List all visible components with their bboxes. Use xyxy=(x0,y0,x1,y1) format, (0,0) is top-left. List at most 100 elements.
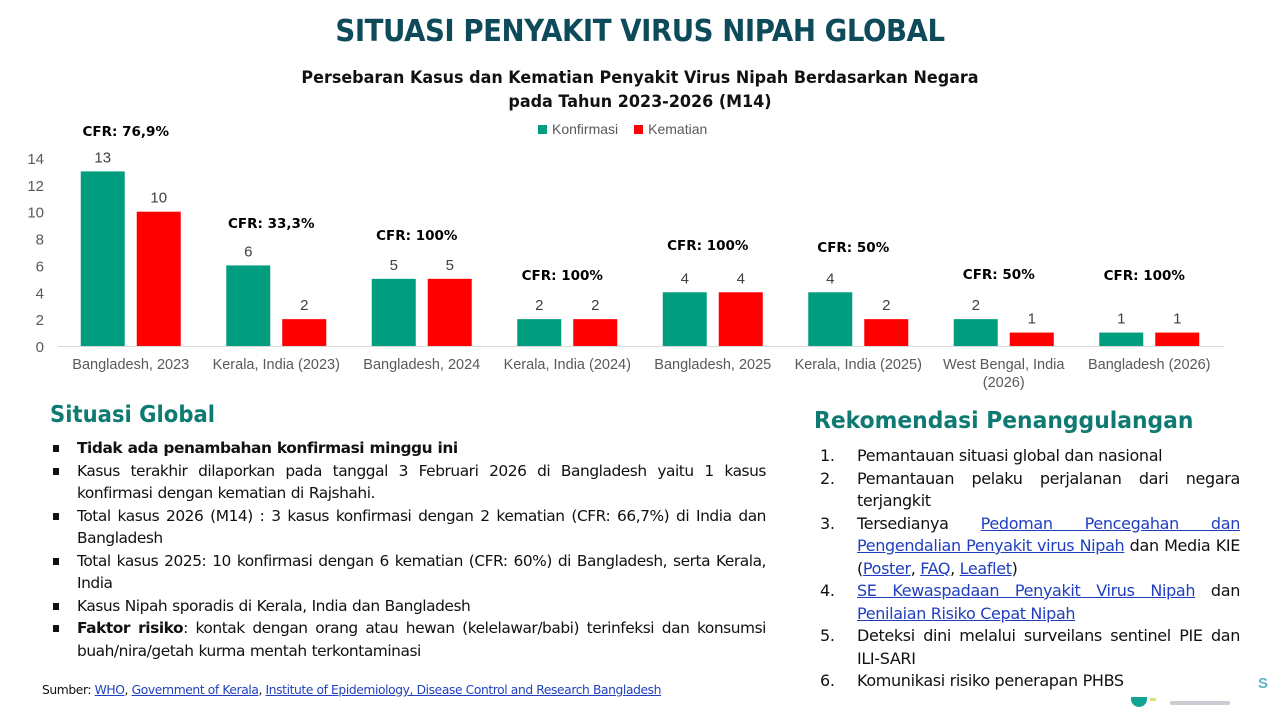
source-link-who[interactable]: WHO xyxy=(94,683,125,697)
cfr-annotation: CFR: 76,9% xyxy=(83,124,170,140)
data-label-kematian: 4 xyxy=(737,270,745,287)
y-tick-label: 4 xyxy=(36,285,44,302)
cfr-annotation: CFR: 100% xyxy=(667,238,749,254)
bar-kematian xyxy=(573,319,618,346)
logo-icon xyxy=(1131,697,1147,707)
source-label: Sumber: xyxy=(42,683,95,697)
poster-link[interactable]: Poster xyxy=(862,558,911,578)
item-number: 1. xyxy=(820,446,835,465)
bullet-item: Total kasus 2025: 10 konfirmasi dengan 6… xyxy=(50,550,766,595)
bullet-bold-text: Tidak ada penambahan konfirmasi minggu i… xyxy=(77,439,458,457)
x-tick-label: (2026) xyxy=(983,375,1025,390)
x-tick-label: Bangladesh (2026) xyxy=(1088,357,1211,373)
source-link-iedcr[interactable]: Institute of Epidemiology, Disease Contr… xyxy=(265,683,662,697)
x-tick-label: West Bengal, India xyxy=(943,357,1065,373)
pedoman-link[interactable]: Pedoman Pencegahan dan Pengendalian Peny… xyxy=(857,513,1240,556)
data-label-kematian: 1 xyxy=(1028,311,1036,328)
bar-kematian xyxy=(136,211,181,346)
rekomendasi-item: 1. Pemantauan situasi global dan nasional xyxy=(820,445,1240,468)
bar-konfirmasi xyxy=(953,319,998,346)
bar-kematian xyxy=(427,278,472,346)
penilaian-risiko-link[interactable]: Penilaian Risiko Cepat Nipah xyxy=(857,603,1076,623)
data-label-kematian: 2 xyxy=(300,297,308,314)
bullet-text: Kasus Nipah sporadis di Kerala, India da… xyxy=(77,596,471,615)
data-label-konfirmasi: 2 xyxy=(535,297,543,314)
y-tick-label: 2 xyxy=(36,312,44,329)
data-label-kematian: 2 xyxy=(591,297,599,314)
cfr-annotation: CFR: 50% xyxy=(817,240,889,256)
bar-konfirmasi xyxy=(808,292,853,346)
item-text: dan xyxy=(1195,581,1240,600)
item-text: dan Media KIE ( xyxy=(857,536,1240,578)
bar-konfirmasi xyxy=(1099,332,1144,346)
legend-swatch-konfirmasi xyxy=(538,124,547,134)
source-line: Sumber: WHO, Government of Kerala, Insti… xyxy=(42,683,661,697)
bar-kematian xyxy=(1155,332,1200,346)
leaflet-link[interactable]: Leaflet xyxy=(959,558,1012,578)
cfr-annotation: CFR: 100% xyxy=(522,268,604,284)
y-tick-label: 0 xyxy=(36,339,44,356)
bar-konfirmasi xyxy=(371,278,416,346)
y-tick-label: 8 xyxy=(36,232,44,249)
x-tick-label: Kerala, India (2025) xyxy=(795,357,922,373)
y-tick-label: 14 xyxy=(27,151,44,168)
y-tick-label: 12 xyxy=(27,178,44,195)
item-text: Tersedianya xyxy=(857,513,981,533)
se-kewaspadaan-link[interactable]: SE Kewaspadaan Penyakit Virus Nipah xyxy=(857,581,1196,600)
x-tick-label: Bangladesh, 2023 xyxy=(72,357,189,373)
item-number: 4. xyxy=(820,581,835,600)
bar-konfirmasi xyxy=(226,265,271,346)
data-label-kematian: 1 xyxy=(1173,311,1181,328)
item-number: 3. xyxy=(820,513,835,533)
rekomendasi-item: 5. Deteksi dini melalui surveilans sentin… xyxy=(820,625,1240,670)
data-label-kematian: 5 xyxy=(446,257,454,274)
bar-kematian xyxy=(864,319,909,346)
faq-link[interactable]: FAQ xyxy=(920,558,951,578)
bar-kematian xyxy=(718,292,763,346)
bullet-text: : kontak dengan orang atau hewan (kelela… xyxy=(77,619,766,660)
bar-konfirmasi xyxy=(80,171,125,346)
source-link-kerala[interactable]: Government of Kerala xyxy=(131,683,259,697)
bullet-item: Tidak ada penambahan konfirmasi minggu i… xyxy=(50,437,766,460)
cfr-annotation: CFR: 50% xyxy=(963,267,1035,283)
bullet-item: Faktor risiko: kontak dengan orang atau … xyxy=(50,617,766,662)
rekomendasi-list: 1. Pemantauan situasi global dan nasional… xyxy=(820,445,1240,693)
data-label-konfirmasi: 6 xyxy=(244,243,252,260)
legend-swatch-kematian xyxy=(634,124,644,134)
chart-title-line1: Persebaran Kasus dan Kematian Penyakit V… xyxy=(301,68,979,88)
x-tick-label: Kerala, India (2024) xyxy=(504,357,631,373)
chart-legend: Konfirmasi Kematian xyxy=(538,121,717,137)
bullet-text: Kasus terakhir dilaporkan pada tanggal 3… xyxy=(77,461,766,503)
legend-item-konfirmasi: Konfirmasi xyxy=(538,121,618,137)
item-text: Deteksi dini melalui surveilans sentinel… xyxy=(857,626,1240,668)
x-tick-label: Bangladesh, 2025 xyxy=(654,357,771,373)
cfr-annotation: CFR: 100% xyxy=(1104,268,1186,284)
bullet-text: Total kasus 2025: 10 konfirmasi dengan 6… xyxy=(77,551,766,593)
bar-konfirmasi xyxy=(662,292,707,346)
y-tick-label: 10 xyxy=(27,205,44,222)
legend-label-kematian: Kematian xyxy=(648,121,708,137)
data-label-konfirmasi: 13 xyxy=(94,149,111,166)
cfr-annotation: CFR: 33,3% xyxy=(228,216,315,232)
situasi-global-title: Situasi Global xyxy=(50,402,216,428)
item-text: ) xyxy=(1011,558,1018,578)
rekomendasi-item: 3. Tersedianya Pedoman Pencegahan dan Pen… xyxy=(820,513,1240,581)
logo-text-blur xyxy=(1170,701,1230,705)
data-label-konfirmasi: 5 xyxy=(390,257,398,274)
chart-title: Persebaran Kasus dan Kematian Penyakit V… xyxy=(226,66,1053,114)
logo-letter: S xyxy=(1258,675,1269,692)
item-text: , xyxy=(950,558,960,578)
item-text: Komunikasi risiko penerapan PHBS xyxy=(857,671,1124,690)
bullet-bold-text: Faktor risiko xyxy=(77,619,184,637)
situasi-global-list: Tidak ada penambahan konfirmasi minggu i… xyxy=(50,437,766,662)
item-number: 2. xyxy=(820,468,835,488)
legend-item-kematian: Kematian xyxy=(634,121,707,137)
rekomendasi-item: 6. Komunikasi risiko penerapan PHBS xyxy=(820,670,1240,693)
bar-kematian xyxy=(282,319,327,346)
item-text: Pemantauan situasi global dan nasional xyxy=(857,446,1163,465)
source-separator: , xyxy=(124,683,132,697)
data-label-kematian: 2 xyxy=(882,297,890,314)
bullet-item: Kasus terakhir dilaporkan pada tanggal 3… xyxy=(50,460,766,505)
cfr-annotation: CFR: 100% xyxy=(376,228,458,244)
